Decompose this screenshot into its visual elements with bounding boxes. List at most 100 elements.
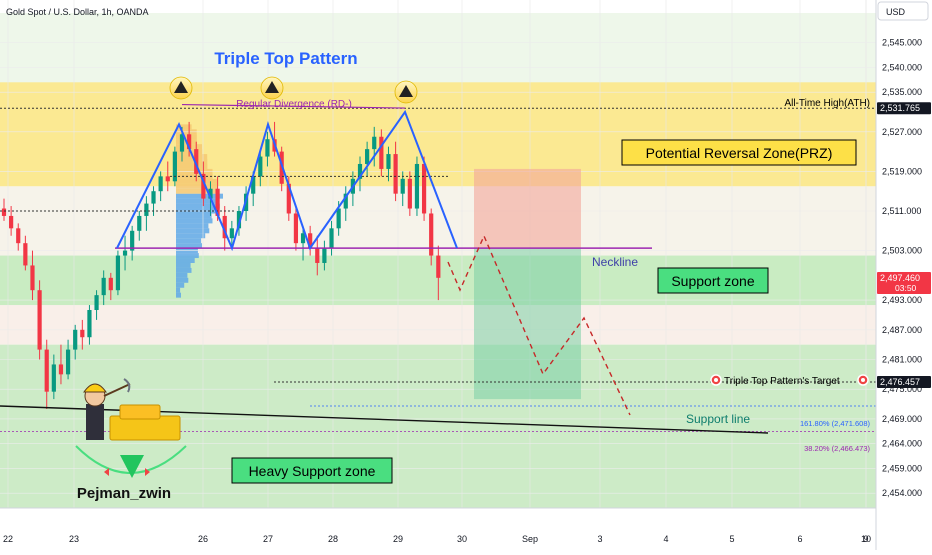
- price-tick-label: 2,481.000: [882, 355, 922, 365]
- candle-body: [322, 248, 327, 263]
- peak-marker-icon-1: [174, 81, 188, 93]
- candle-body: [9, 215, 14, 229]
- time-axis-label: 9: [863, 534, 868, 544]
- volume-profile-bar: [176, 178, 218, 184]
- volume-profile-bar: [176, 203, 220, 209]
- candle-body: [172, 151, 177, 182]
- logo-right-arrow-icon: [145, 468, 150, 476]
- candle-body: [151, 191, 156, 204]
- candle-body: [315, 248, 320, 263]
- price-tick-label: 2,540.000: [882, 62, 922, 72]
- time-axis-bg: [0, 508, 932, 550]
- candle-body: [122, 250, 128, 256]
- heavy-support-label: Heavy Support zone: [249, 463, 376, 479]
- candle-body: [258, 156, 263, 177]
- time-axis-label: 27: [263, 534, 273, 544]
- candle-body: [379, 136, 384, 169]
- triple-top-pattern: [116, 109, 458, 252]
- price-tick-label: 2,519.000: [882, 166, 922, 176]
- neckline-label: Neckline: [592, 255, 638, 269]
- gold-bar-top-icon: [119, 404, 161, 420]
- candle-body: [300, 233, 306, 244]
- price-axis-bg: [876, 0, 932, 508]
- volume-profile-bar: [176, 253, 199, 259]
- candle-body: [165, 176, 170, 182]
- symbol-title: Gold Spot / U.S. Dollar, 1h, OANDA: [6, 7, 149, 17]
- volume-profile-bar: [176, 277, 189, 283]
- author-logo: Pejman_zwin: [75, 378, 187, 502]
- support-zone-label-box: [657, 267, 769, 294]
- price-tick-label: 2,545.000: [882, 38, 922, 48]
- volume-profile-bar: [176, 218, 213, 224]
- volume-profile-bar: [176, 154, 208, 160]
- candle-body: [87, 310, 92, 338]
- time-axis-label: 23: [69, 534, 79, 544]
- time-axis-label: 5: [729, 534, 734, 544]
- candle-body: [137, 215, 142, 231]
- lower-band: [0, 305, 876, 345]
- candle-body: [16, 228, 21, 244]
- volume-profile-bar: [176, 233, 206, 239]
- candle-body: [115, 255, 121, 291]
- position-target-box: [474, 248, 581, 400]
- prz-label: Potential Reversal Zone(PRZ): [646, 145, 833, 161]
- candle-body: [293, 213, 299, 244]
- candle-body: [44, 349, 49, 392]
- price-label-countdown: 03:50: [895, 283, 917, 293]
- price-tick-label: 2,503.000: [882, 246, 922, 256]
- volume-profile-bar: [176, 243, 202, 249]
- time-axis-label: 29: [393, 534, 403, 544]
- logo-arrow: [120, 455, 144, 478]
- time-axis-label: 3: [597, 534, 602, 544]
- price-tick-label: 2,454.000: [882, 488, 922, 498]
- price-label-2: 2,476.457: [880, 377, 920, 387]
- time-axis-label: 4: [663, 534, 668, 544]
- logo-left-arrow-icon: [104, 468, 109, 476]
- fib-1618-label: 161.80% (2,471.608): [800, 419, 871, 428]
- support-zone-label: Support zone: [671, 273, 754, 289]
- candle-body: [236, 211, 242, 229]
- projected-path: [447, 234, 631, 416]
- volume-profile-bar: [176, 272, 188, 278]
- candle-body: [65, 349, 71, 375]
- time-axis-label: Sep: [522, 534, 538, 544]
- currency-button[interactable]: [877, 1, 929, 21]
- candle-body: [51, 364, 56, 392]
- time-axis-label: 6: [797, 534, 802, 544]
- candle-body: [201, 173, 206, 199]
- chart-title: Triple Top Pattern: [214, 49, 357, 68]
- ath-label: All-Time High(ATH): [784, 98, 870, 109]
- author-name: Pejman_zwin: [77, 485, 171, 502]
- candle-body: [414, 163, 420, 209]
- price-tick-label: 2,487.000: [882, 325, 922, 335]
- pickaxe-icon: [103, 383, 131, 397]
- price-tick-label: 2,459.000: [882, 463, 922, 473]
- currency-label: USD: [886, 7, 906, 17]
- price-label-1: 2,497.460: [880, 273, 920, 283]
- candle-body: [372, 136, 377, 150]
- candle-body: [73, 329, 78, 350]
- volume-profile-bar: [176, 292, 181, 298]
- candle-body: [194, 149, 199, 174]
- candle-body: [251, 176, 256, 194]
- gold-bars-icon: [109, 415, 181, 441]
- volume-profile-bar: [176, 287, 181, 293]
- prz-label-box: [621, 139, 857, 166]
- target-icon-right-dot: [861, 378, 865, 382]
- target-label-group: Triple Top Pattern's Target: [710, 374, 869, 387]
- peak-marker-icon-3: [399, 85, 413, 97]
- candle-body: [144, 203, 149, 216]
- candle-body: [365, 149, 370, 164]
- price-label-box-0: [877, 102, 931, 115]
- candle-body: [436, 255, 441, 278]
- volume-profile-bar: [176, 213, 212, 219]
- candle-body: [393, 154, 398, 194]
- price-tick-label: 2,535.000: [882, 87, 922, 97]
- time-axis-label: 26: [198, 534, 208, 544]
- price-label-box-1: [877, 272, 931, 295]
- candle-body: [58, 364, 64, 375]
- price-label-box-2: [877, 375, 931, 388]
- volume-profile-bar: [176, 282, 185, 288]
